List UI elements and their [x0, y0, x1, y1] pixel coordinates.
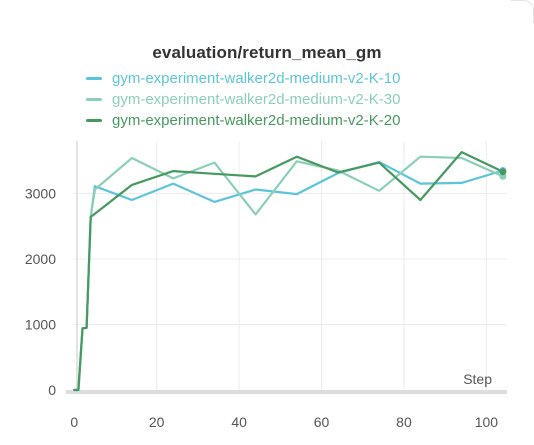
series-endpoint-k20[interactable]: [499, 168, 506, 175]
series-line-k10[interactable]: [74, 162, 503, 390]
y-tick-label: 3000: [25, 185, 56, 201]
x-tick-label: 100: [475, 414, 499, 430]
x-tick-label: 80: [396, 414, 412, 430]
series-line-k30[interactable]: [74, 157, 503, 390]
series-line-k20[interactable]: [74, 152, 503, 390]
y-tick-label: 0: [48, 382, 56, 398]
series-layer: [74, 152, 506, 390]
x-axis-title: Step: [463, 371, 492, 387]
x-tick-label: 0: [70, 414, 78, 430]
x-tick-label: 40: [231, 414, 247, 430]
x-tick-label: 60: [314, 414, 330, 430]
x-tick-label: 20: [149, 414, 165, 430]
axis-layer: [66, 141, 507, 392]
y-tick-label: 2000: [25, 251, 56, 267]
y-tick-label: 1000: [25, 316, 56, 332]
grid-layer: [74, 141, 507, 392]
